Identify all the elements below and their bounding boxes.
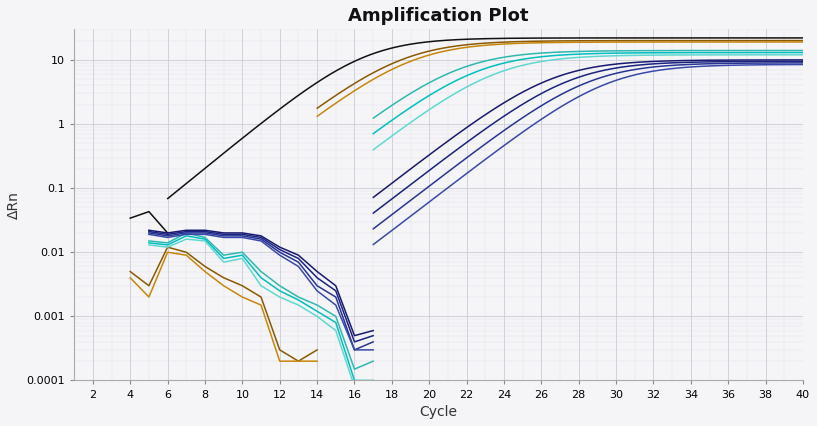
Y-axis label: ΔRn: ΔRn: [7, 191, 21, 219]
X-axis label: Cycle: Cycle: [420, 405, 458, 419]
Title: Amplification Plot: Amplification Plot: [348, 7, 529, 25]
